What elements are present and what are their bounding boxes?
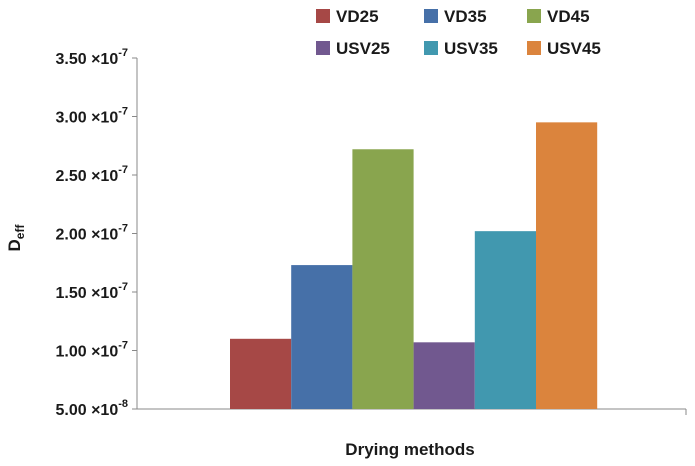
y-tick-mantissa: 3.00 (55, 110, 91, 127)
x-axis-title: Drying methods (345, 440, 474, 459)
y-tick-mantissa: 2.50 (55, 168, 91, 185)
y-axis-title-sub: eff (13, 224, 27, 240)
y-tick-multiplier: ×10 (91, 402, 118, 419)
y-axis-title-base: D (5, 239, 24, 251)
y-tick-exponent: -7 (118, 47, 128, 59)
y-tick-label: 1.00 ×10-7 (55, 340, 128, 361)
y-axis-title: Deff (5, 224, 27, 252)
legend-item-usv45: USV45 (527, 39, 601, 58)
legend-item-usv35: USV35 (424, 39, 498, 58)
y-tick-label: 2.50 ×10-7 (55, 164, 128, 185)
bar-vd35 (291, 265, 353, 409)
y-tick-exponent: -7 (118, 281, 128, 293)
y-tick-exponent: -8 (118, 398, 128, 410)
y-tick-mantissa: 5.00 (55, 402, 91, 419)
bar-usv35 (474, 231, 536, 409)
legend-swatch (527, 41, 541, 55)
y-tick-label: 3.50 ×10-7 (55, 47, 128, 68)
bar-usv45 (536, 122, 598, 409)
y-tick-label: 3.00 ×10-7 (55, 106, 128, 127)
bar-usv25 (413, 342, 475, 409)
legend-item-vd25: VD25 (316, 7, 379, 26)
legend-item-vd45: VD45 (527, 7, 590, 26)
y-tick-exponent: -7 (118, 106, 128, 118)
legend-swatch (316, 9, 330, 23)
y-tick-multiplier: ×10 (91, 168, 118, 185)
legend-swatch (424, 41, 438, 55)
bar-vd25 (230, 338, 292, 409)
y-tick-multiplier: ×10 (91, 227, 118, 244)
y-tick-label: 1.50 ×10-7 (55, 281, 128, 302)
legend-label: USV45 (547, 39, 601, 58)
y-tick-mantissa: 1.00 (55, 344, 91, 361)
y-tick-exponent: -7 (118, 340, 128, 352)
legend-swatch (316, 41, 330, 55)
y-tick-multiplier: ×10 (91, 285, 118, 302)
y-tick-mantissa: 3.50 (55, 51, 91, 68)
y-tick-mantissa: 2.00 (55, 227, 91, 244)
bars (230, 122, 598, 409)
y-tick-exponent: -7 (118, 223, 128, 235)
y-tick-label: 2.00 ×10-7 (55, 223, 128, 244)
legend-label: USV35 (444, 39, 498, 58)
legend-swatch (527, 9, 541, 23)
bar-vd45 (352, 149, 414, 409)
y-tick-mantissa: 1.50 (55, 285, 91, 302)
y-tick-multiplier: ×10 (91, 51, 118, 68)
legend: VD25 VD35 VD45 USV25 USV35 USV45 (316, 7, 601, 58)
legend-label: USV25 (336, 39, 390, 58)
legend-item-usv25: USV25 (316, 39, 390, 58)
x-axis (137, 408, 687, 415)
y-tick-multiplier: ×10 (91, 344, 118, 361)
y-tick-multiplier: ×10 (91, 110, 118, 127)
legend-label: VD35 (444, 7, 487, 26)
legend-label: VD25 (336, 7, 379, 26)
legend-swatch (424, 9, 438, 23)
legend-label: VD45 (547, 7, 590, 26)
y-axis: 5.00 ×10-81.00 ×10-71.50 ×10-72.00 ×10-7… (55, 47, 138, 419)
y-tick-exponent: -7 (118, 164, 128, 176)
y-tick-label: 5.00 ×10-8 (55, 398, 128, 419)
legend-item-vd35: VD35 (424, 7, 487, 26)
